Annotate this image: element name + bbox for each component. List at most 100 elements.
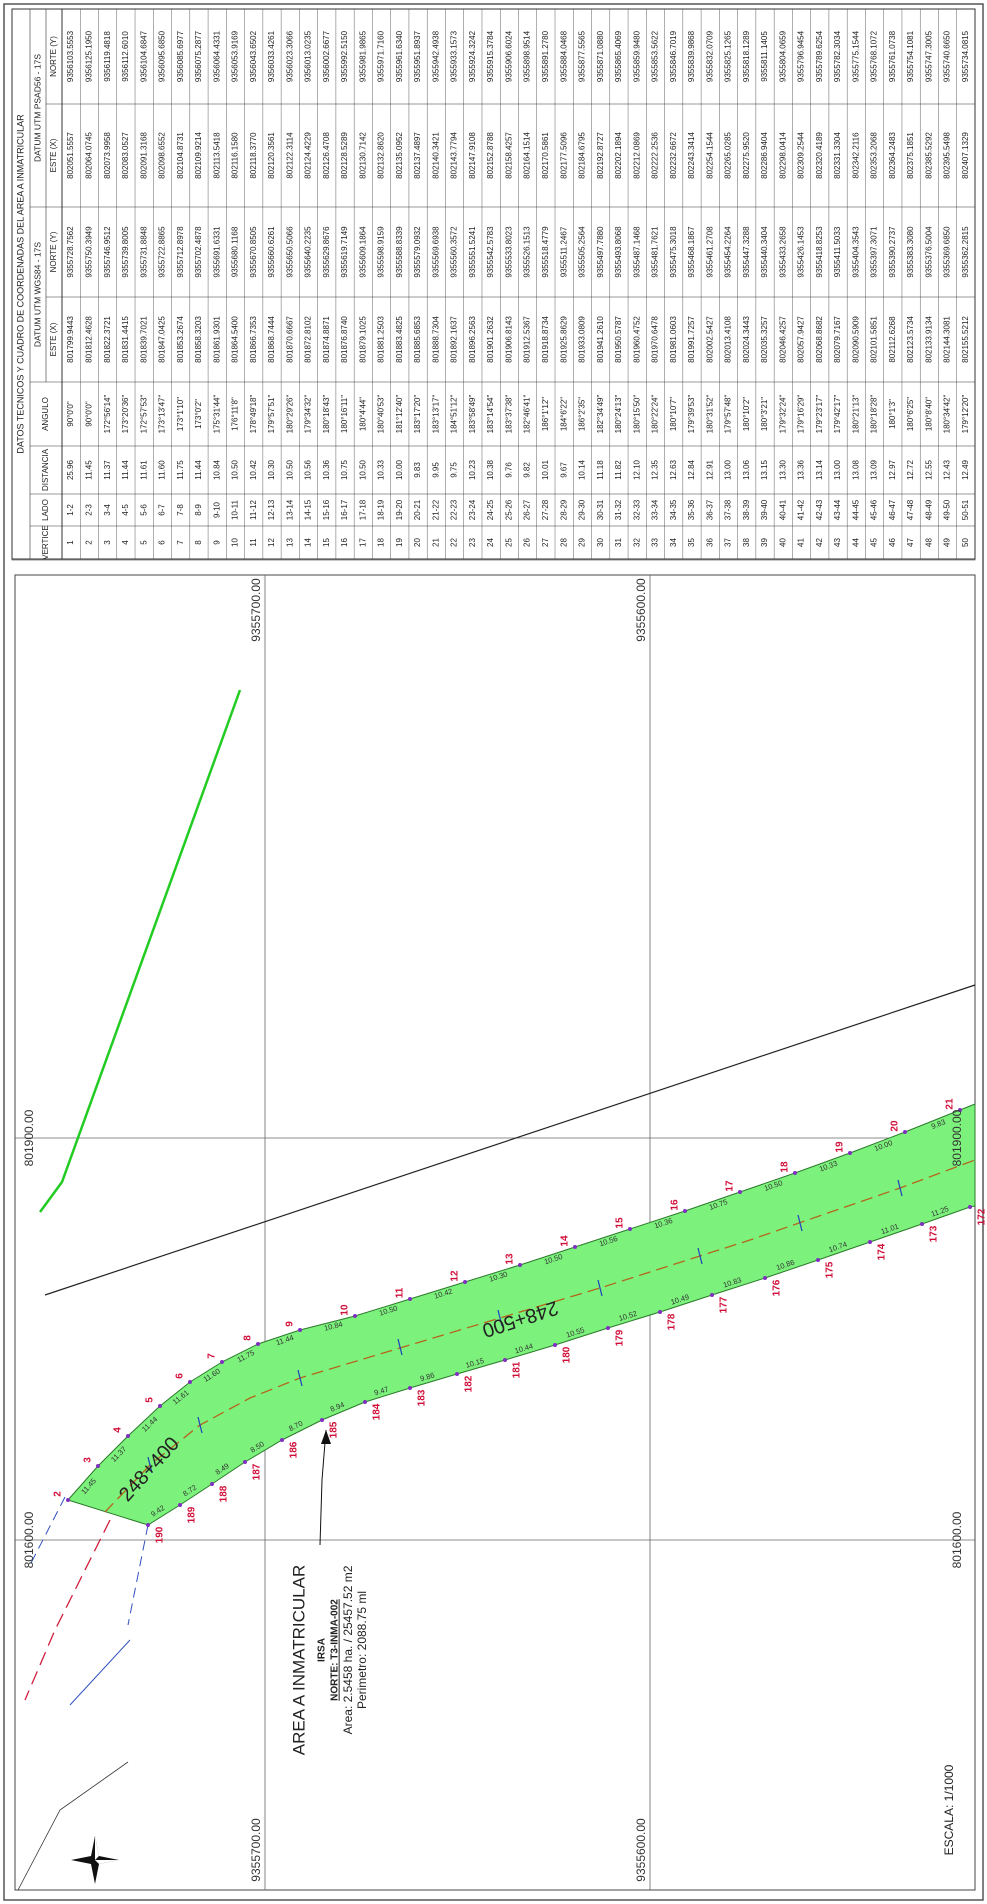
table-cell: 802254.1544 <box>705 132 714 179</box>
table-cell: 9355619.7149 <box>340 226 349 278</box>
grid-label: 801600.00 <box>22 1511 36 1568</box>
table-cell: 180°1'3" <box>888 399 897 429</box>
table-cell: 802375.1851 <box>906 132 915 179</box>
table-cell: 12.97 <box>888 459 897 480</box>
table-cell: 2-3 <box>84 504 93 516</box>
table-cell: 41-42 <box>797 499 806 520</box>
table-cell: 9355951.8937 <box>413 30 422 82</box>
table-cell: 9356103.5553 <box>66 30 75 82</box>
table-cell: 180°18'43" <box>322 394 331 433</box>
area-owner: IRSA <box>317 1638 328 1662</box>
table-cell: 12.91 <box>705 459 714 480</box>
vertex-label: 190 <box>155 1526 166 1543</box>
table-cell: 9355468.1867 <box>687 226 696 278</box>
table-cell: 802364.2483 <box>888 132 897 179</box>
scale-label: ESCALA: 1/1000 <box>942 1764 956 1855</box>
table-cell: 1 <box>66 540 75 545</box>
table-cell: 9355877.5565 <box>578 30 587 82</box>
table-cell: 802079.7167 <box>833 316 842 363</box>
table-cell: 802101.5851 <box>870 316 879 363</box>
table-cell: 13.14 <box>815 459 824 480</box>
vertex-label: 16 <box>670 1199 681 1211</box>
table-cell: 9355447.3288 <box>742 226 751 278</box>
table-cell: 10 <box>231 538 240 547</box>
table-cell: 801831.4415 <box>121 316 130 363</box>
table-cell: 27-28 <box>541 499 550 520</box>
table-cell: 9355680.1168 <box>231 226 240 277</box>
table-cell: 9355390.2737 <box>888 226 897 278</box>
table-cell: 801870.6667 <box>285 316 294 363</box>
table-cell: 9355598.9159 <box>377 226 386 278</box>
vertex-label: 10 <box>340 1304 351 1316</box>
vertex <box>968 1205 972 1209</box>
table-cell: 10.42 <box>249 459 258 480</box>
table-cell: 9355775.1544 <box>851 30 860 82</box>
table-cell: 801868.7444 <box>267 316 276 363</box>
table-cell: 183°13'17" <box>431 394 440 433</box>
table-cell: 802407.1329 <box>961 132 970 179</box>
table-cell: 801941.2610 <box>596 316 605 363</box>
road-edge <box>44 984 976 1296</box>
table-cell: 10.00 <box>395 459 404 480</box>
table-cell: 802057.9427 <box>797 316 806 363</box>
vertex <box>868 1240 872 1244</box>
table-cell: 12 <box>267 538 276 547</box>
table-cell: 1-2 <box>66 504 75 516</box>
vertex-label: 8 <box>243 1335 254 1341</box>
table-cell: 180°10'2" <box>742 397 751 431</box>
table-cell: 802222.2536 <box>651 132 660 179</box>
column-header: LADO <box>41 499 50 521</box>
side-distance: 10.84 <box>323 1319 343 1332</box>
table-cell: 801991.7257 <box>687 316 696 363</box>
table-cell: 9355404.3543 <box>851 226 860 278</box>
vertex-label: 179 <box>615 1329 626 1346</box>
station-tick <box>197 1416 203 1434</box>
table-cell: 45 <box>870 538 879 547</box>
table-cell: 9355961.6340 <box>395 30 404 82</box>
table-cell: 24-25 <box>486 499 495 520</box>
table-cell: 5-6 <box>139 504 148 516</box>
table-cell: 34 <box>669 538 678 547</box>
vertex <box>280 1438 284 1442</box>
vertex <box>96 1464 100 1468</box>
table-cell: 179°42'17" <box>833 394 842 433</box>
table-cell: 9356095.6850 <box>158 30 167 82</box>
table-cell: 38-39 <box>742 499 751 520</box>
table-cell: 180°40'53" <box>377 394 386 433</box>
table-cell: 802243.3414 <box>687 132 696 179</box>
table-cell: 20 <box>413 538 422 547</box>
vertex-label: 3 <box>83 1457 94 1463</box>
table-cell: 183°37'38" <box>504 394 513 433</box>
table-cell: 9355526.1513 <box>523 226 532 278</box>
table-cell: 42-43 <box>815 499 824 520</box>
table-cell: 13-14 <box>285 499 294 520</box>
table-cell: 37-38 <box>724 499 733 520</box>
section-line <box>69 1639 131 1706</box>
table-cell: 46 <box>888 538 897 547</box>
table-cell: 9355505.2564 <box>578 226 587 278</box>
vertex <box>958 1108 962 1112</box>
table-cell: 43-44 <box>833 499 842 520</box>
table-cell: 13 <box>285 538 294 547</box>
table-cell: 180°31'52" <box>705 394 714 433</box>
table-cell: 12.35 <box>651 459 660 480</box>
table-cell: 9.83 <box>413 462 422 478</box>
table-cell: 180°24'13" <box>614 394 623 433</box>
table-cell: 45-46 <box>870 499 879 520</box>
table-cell: 39-40 <box>760 499 769 520</box>
grid-label: 9355600.00 <box>634 1818 648 1882</box>
table-cell: 801822.3721 <box>103 316 112 363</box>
vertex <box>126 1434 130 1438</box>
vertex-label: 172 <box>977 1208 987 1225</box>
table-cell: 179°32'24" <box>778 394 787 433</box>
table-cell: 9355426.1453 <box>797 226 806 278</box>
table-cell: 802123.5734 <box>906 316 915 363</box>
table-cell: 9355746.9512 <box>103 226 112 278</box>
table-cell: 44-45 <box>851 499 860 520</box>
side-distance: 9.86 <box>419 1371 436 1384</box>
table-cell: 9356013.0235 <box>304 30 313 82</box>
table-cell: 48 <box>924 538 933 547</box>
station-tick <box>897 1179 903 1197</box>
vertex-label: 184 <box>372 1403 383 1420</box>
table-cell: 180°16'11" <box>340 395 349 433</box>
